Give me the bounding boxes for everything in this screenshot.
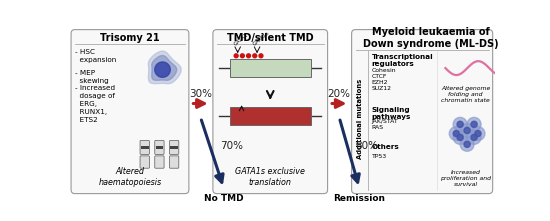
Text: Altered
haematopoiesis: Altered haematopoiesis — [98, 167, 162, 187]
FancyBboxPatch shape — [169, 156, 179, 168]
Circle shape — [457, 134, 463, 141]
Bar — [156, 146, 163, 149]
Text: Signaling
pathways: Signaling pathways — [372, 107, 411, 120]
Text: Cohesin
CTCF
EZH2
SUZ12: Cohesin CTCF EZH2 SUZ12 — [372, 68, 397, 91]
FancyBboxPatch shape — [155, 141, 164, 154]
Text: No TMD: No TMD — [204, 194, 244, 203]
Bar — [230, 59, 311, 77]
Bar — [230, 107, 311, 125]
Text: Myeloid leukaemia of
Down syndrome (ML-DS): Myeloid leukaemia of Down syndrome (ML-D… — [363, 27, 498, 50]
Bar — [170, 146, 178, 149]
Circle shape — [457, 121, 463, 127]
Text: Remission: Remission — [333, 194, 386, 203]
Circle shape — [453, 130, 467, 144]
Circle shape — [467, 130, 481, 144]
Circle shape — [453, 117, 467, 131]
Circle shape — [475, 130, 481, 137]
Text: Others: Others — [372, 144, 399, 150]
Circle shape — [240, 54, 244, 58]
Text: Additional mutations: Additional mutations — [357, 79, 363, 159]
Text: 30%: 30% — [189, 89, 212, 99]
Circle shape — [253, 54, 257, 58]
Circle shape — [467, 117, 481, 131]
Text: GATA1s: GATA1s — [252, 30, 271, 47]
Circle shape — [471, 134, 477, 141]
Text: Increased
proliferation and
survival: Increased proliferation and survival — [440, 170, 491, 187]
FancyBboxPatch shape — [213, 30, 328, 194]
FancyBboxPatch shape — [140, 141, 150, 154]
Circle shape — [460, 137, 474, 151]
Bar — [141, 146, 149, 149]
Circle shape — [246, 54, 250, 58]
Circle shape — [449, 127, 463, 141]
Text: 70%: 70% — [220, 141, 243, 151]
Polygon shape — [152, 55, 177, 80]
Text: Transcriptional
regulators: Transcriptional regulators — [372, 54, 433, 67]
Circle shape — [453, 130, 459, 137]
Circle shape — [460, 124, 474, 137]
Circle shape — [471, 121, 477, 127]
Text: TMD/silent TMD: TMD/silent TMD — [227, 33, 313, 43]
Text: GATA1: GATA1 — [233, 32, 249, 47]
FancyBboxPatch shape — [155, 156, 164, 168]
Text: Altered genome
folding and
chromatin state: Altered genome folding and chromatin sta… — [441, 86, 490, 103]
Text: - MEP
  skewing: - MEP skewing — [75, 70, 109, 84]
Text: 80%: 80% — [355, 141, 378, 151]
Circle shape — [234, 54, 238, 58]
Text: 20%: 20% — [328, 89, 351, 99]
Text: JAK/STAT
RAS: JAK/STAT RAS — [372, 119, 398, 130]
FancyBboxPatch shape — [140, 156, 150, 168]
Text: TP53: TP53 — [372, 154, 387, 159]
FancyBboxPatch shape — [71, 30, 189, 194]
FancyBboxPatch shape — [351, 30, 493, 194]
Circle shape — [464, 127, 470, 133]
Text: Trisomy 21: Trisomy 21 — [100, 33, 160, 43]
Circle shape — [259, 54, 263, 58]
Text: - Increased
  dosage of
  ERG,
  RUNX1,
  ETS2: - Increased dosage of ERG, RUNX1, ETS2 — [75, 85, 115, 123]
Text: - HSC
  expansion: - HSC expansion — [75, 49, 116, 63]
Text: GATA1s exclusive
translation: GATA1s exclusive translation — [235, 167, 305, 187]
Circle shape — [471, 127, 485, 141]
Polygon shape — [148, 51, 182, 84]
FancyBboxPatch shape — [169, 141, 179, 154]
Polygon shape — [155, 62, 170, 77]
Circle shape — [464, 141, 470, 147]
